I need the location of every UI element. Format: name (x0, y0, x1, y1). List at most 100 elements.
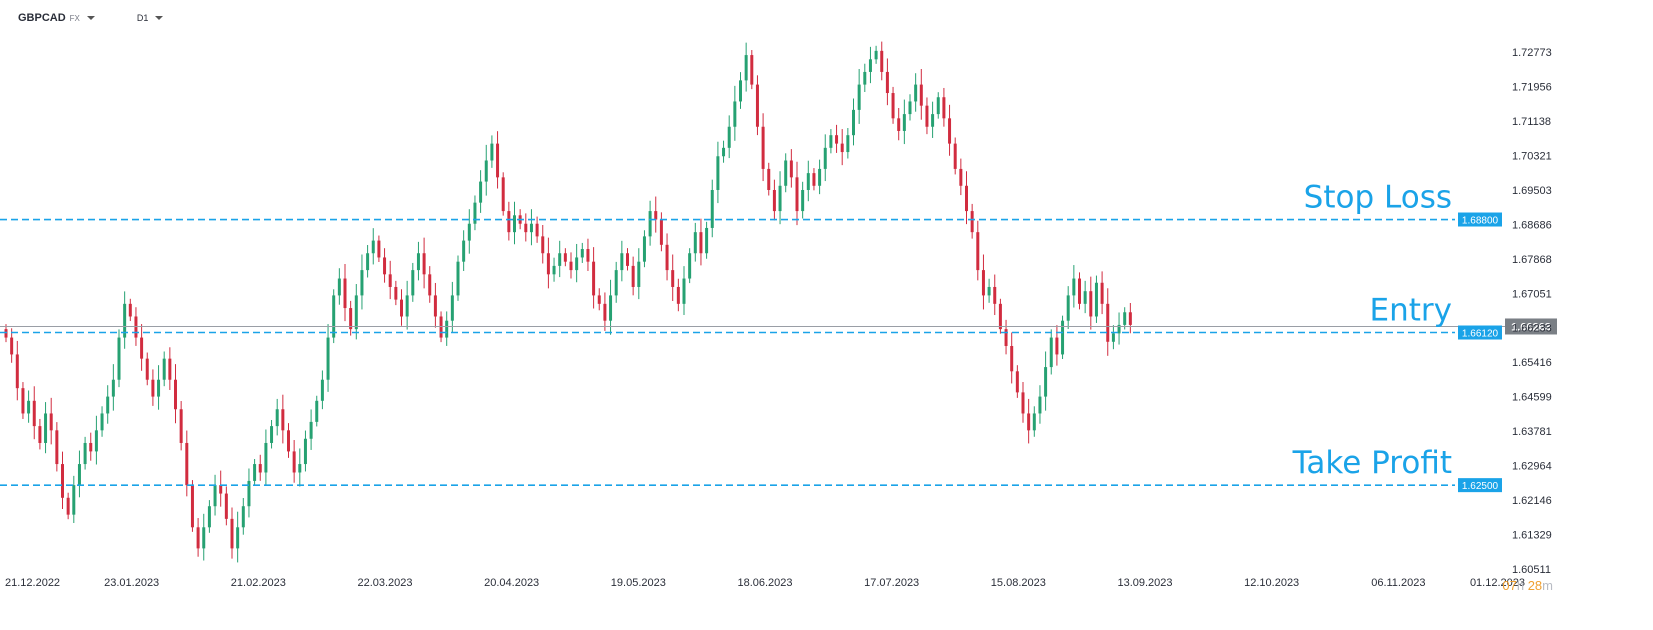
candle-body (755, 84, 759, 127)
symbol-dropdown-icon[interactable] (86, 16, 95, 20)
candle-body (699, 232, 703, 254)
candle-body (682, 278, 686, 304)
candles-layer (4, 41, 1132, 563)
candle-body (936, 97, 940, 115)
countdown-minutes: 28 (1527, 578, 1543, 593)
y-tick-label: 1.69503 (1512, 185, 1552, 197)
candle-body (750, 55, 754, 85)
candle-body (1094, 282, 1098, 317)
candle-body (111, 379, 115, 397)
candle-body (462, 240, 466, 262)
candle-body (507, 211, 511, 233)
candle-body (422, 253, 426, 275)
price-axis: 1.72773 1.71956 1.71138 1.70321 1.69503 1.686… (1512, 47, 1552, 576)
candle-body (733, 101, 737, 127)
candle-body (100, 413, 104, 431)
candle-body (247, 480, 251, 507)
level-price-label: 1.62500 (1462, 481, 1499, 492)
x-tick-label: 17.07.2023 (864, 577, 919, 589)
candle-body (970, 211, 974, 233)
candle-body (145, 358, 149, 380)
time-axis: 21.12.2022 23.01.2023 21.02.2023 22.03.2023… (5, 577, 1525, 589)
countdown-hours: 07 (1502, 578, 1517, 593)
candle-body (840, 143, 844, 153)
level-name-label: Take Profit (1292, 445, 1452, 481)
candle-body (727, 126, 731, 148)
candle-body (332, 295, 336, 338)
candle-body (981, 270, 985, 296)
candle-body (846, 135, 850, 153)
candle-body (976, 232, 980, 271)
candle-body (428, 274, 432, 296)
candle-body (993, 286, 997, 304)
timeframe-dropdown-icon[interactable] (155, 16, 164, 20)
candle-body (868, 59, 872, 72)
candle-body (1027, 413, 1031, 431)
candle-body (637, 261, 641, 287)
candle-body (38, 426, 42, 443)
level-price-badge (1458, 325, 1502, 340)
candle-body (1100, 282, 1104, 304)
candle-body (394, 286, 398, 300)
y-tick-label: 1.66233 (1512, 323, 1552, 335)
candle-body (433, 295, 437, 317)
candle-body (320, 379, 324, 401)
y-tick-label: 1.70321 (1512, 150, 1552, 162)
x-tick-label: 21.02.2023 (231, 577, 286, 589)
candle-body (908, 101, 912, 115)
candle-body (315, 400, 319, 422)
candle-body (586, 249, 590, 262)
candle-body (1015, 371, 1019, 393)
candle-body (863, 71, 867, 85)
candle-body (744, 55, 748, 81)
candle-body (558, 253, 562, 266)
candle-body (281, 409, 285, 431)
candle-body (772, 189, 776, 212)
x-tick-label: 06.11.2023 (1371, 577, 1425, 589)
candle-body (343, 278, 347, 309)
candle-body (15, 354, 19, 389)
candle-body (789, 160, 793, 178)
candle-body (388, 274, 392, 287)
candle-body (965, 185, 968, 212)
candle-body (959, 168, 963, 186)
candle-body (83, 442, 87, 465)
candle-body (174, 379, 177, 410)
candle-body (236, 527, 240, 549)
candle-body (597, 295, 601, 304)
candle-body (473, 202, 477, 224)
candle-body (21, 388, 25, 414)
candle-body (484, 160, 488, 182)
y-tick-label: 1.72773 (1512, 47, 1552, 59)
candle-body (513, 215, 516, 233)
candle-body (818, 168, 822, 186)
y-tick-label: 1.61329 (1512, 530, 1552, 542)
candle-body (575, 257, 579, 271)
y-tick-label: 1.64599 (1512, 392, 1552, 404)
candle-body (580, 249, 584, 258)
symbol-label[interactable]: GBPCAD (18, 12, 66, 24)
candle-body (501, 177, 505, 212)
candle-body (275, 409, 279, 427)
candle-body (897, 118, 901, 131)
candle-body (953, 143, 957, 169)
candle-body (948, 118, 952, 144)
timeframe-label[interactable]: D1 (136, 13, 149, 23)
y-tick-label: 1.65416 (1512, 357, 1552, 369)
candle-body (354, 295, 358, 330)
candle-body (563, 253, 567, 262)
x-tick-label: 13.09.2023 (1117, 577, 1172, 589)
countdown-minutes-unit: m (1542, 578, 1553, 593)
candle-body (168, 358, 172, 380)
candle-body (383, 257, 387, 275)
level-name-label: Stop Loss (1304, 180, 1452, 216)
level-price-label: 1.66120 (1462, 329, 1499, 340)
candle-body (467, 223, 471, 241)
candle-countdown: 07h 28m (1502, 578, 1553, 593)
candle-body (264, 442, 268, 473)
candle-body (303, 438, 307, 465)
candle-body (835, 135, 839, 144)
candle-body (366, 253, 370, 271)
candle-body (891, 93, 895, 119)
